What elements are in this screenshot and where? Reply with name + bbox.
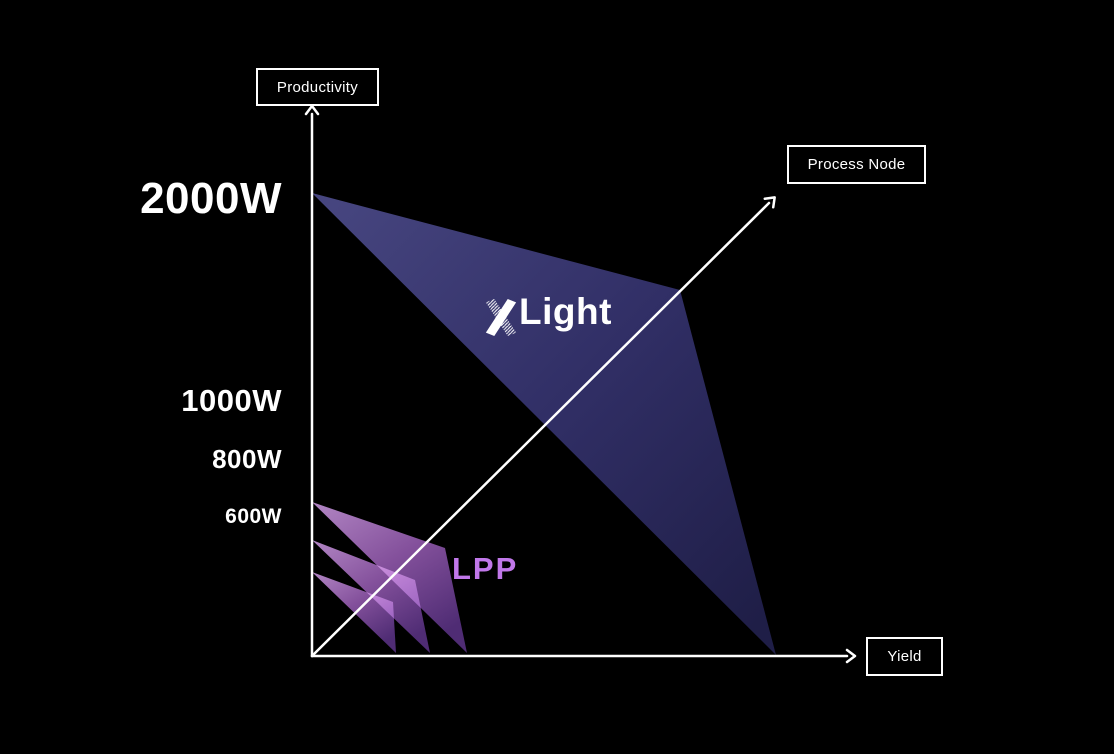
- power-tick-800w: 800W: [212, 444, 282, 474]
- process-node-axis-label: Process Node: [807, 156, 906, 173]
- power-tick-600w: 600W: [225, 505, 282, 528]
- yield-axis-label-box: Yield: [866, 637, 943, 676]
- yield-axis-label: Yield: [887, 648, 922, 665]
- process-node-axis-label-box: Process Node: [787, 145, 926, 184]
- lpp-triangle-3: [312, 572, 396, 653]
- xlight-logo: Light: [484, 291, 612, 336]
- xlight-logo-text: Light: [519, 291, 612, 332]
- power-tick-1000w: 1000W: [181, 383, 282, 418]
- xlight-region-shape: [312, 193, 776, 655]
- power-tick-2000w: 2000W: [140, 174, 282, 223]
- process-node-axis-line: [310, 196, 776, 658]
- xlight-x-icon: [485, 299, 517, 336]
- productivity-axis-label-box: Productivity: [256, 68, 379, 106]
- lpp-region-label: LPP: [452, 551, 519, 586]
- productivity-axis-label: Productivity: [276, 78, 359, 96]
